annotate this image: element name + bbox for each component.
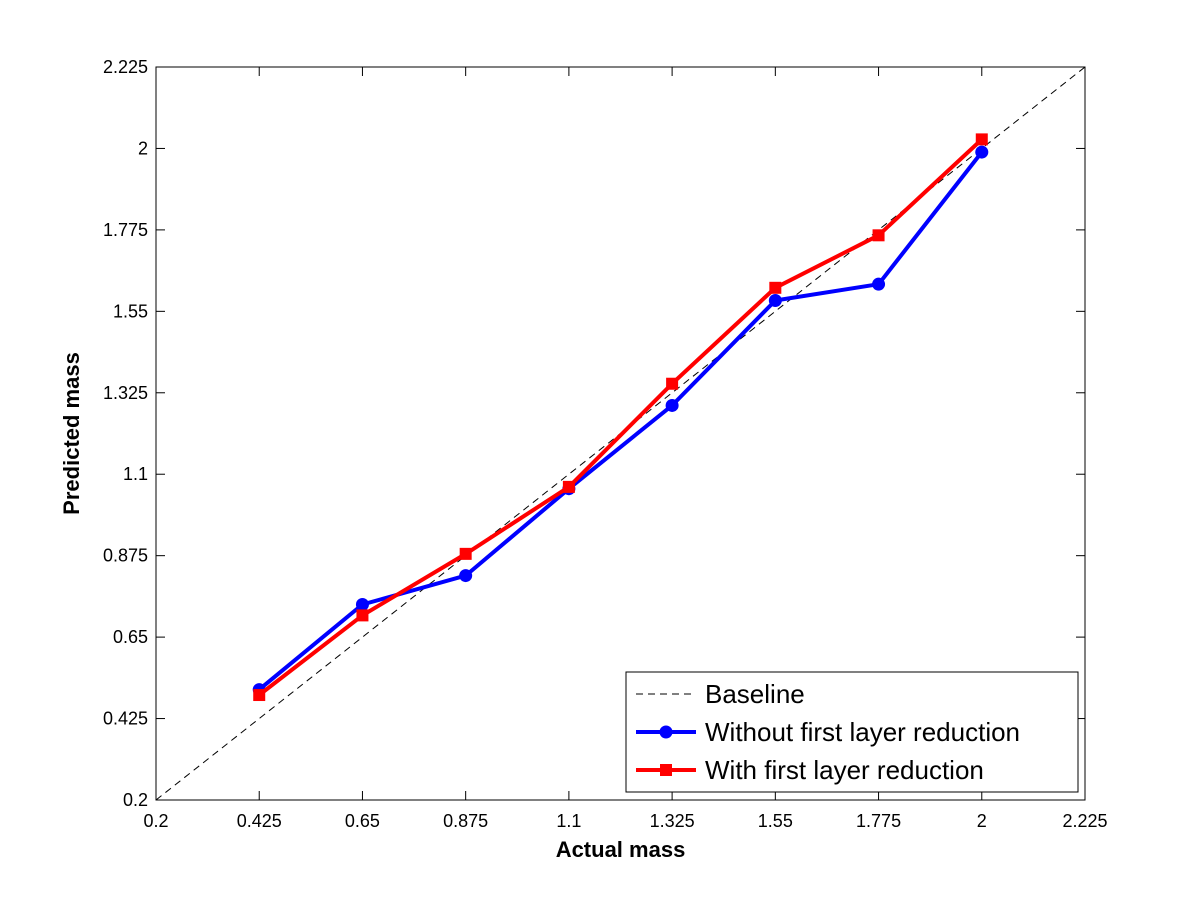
legend-label-1: Without first layer reduction: [705, 717, 1020, 747]
legend-marker-square: [660, 764, 672, 776]
series-line-2: [257, 137, 984, 697]
data-point-circle: [768, 293, 782, 307]
y-tick-label: 1.775: [103, 220, 148, 240]
x-tick-label: 0.425: [237, 811, 282, 831]
legend-label-0: Baseline: [705, 679, 805, 709]
ticks-layer: 0.2 0.425 0.65 0.875 1.1 1.325 1.55 1.775 2 2.225…: [103, 57, 1108, 831]
legend-marker-circle: [659, 725, 673, 739]
data-point-square: [769, 281, 782, 294]
y-axis-label: Predicted mass: [59, 352, 84, 515]
legend-label-2: With first layer reduction: [705, 755, 984, 785]
data-point-square: [975, 133, 988, 146]
y-tick-label: 1.1: [123, 464, 148, 484]
data-point-square: [872, 229, 885, 242]
y-tick-label: 2.225: [103, 57, 148, 77]
y-tick-label: 0.2: [123, 790, 148, 810]
data-point-square: [356, 609, 369, 622]
legend: Baseline Without first layer reduction Wit…: [625, 671, 1079, 793]
y-tick-label: 0.65: [113, 627, 148, 647]
data-point-circle: [355, 598, 369, 612]
x-tick-label: 1.1: [556, 811, 581, 831]
data-point-circle: [459, 569, 473, 583]
x-tick-label: 1.325: [650, 811, 695, 831]
y-tick-label: 2: [138, 138, 148, 158]
y-tick-label: 1.325: [103, 383, 148, 403]
data-point-square: [253, 689, 266, 702]
x-tick-label: 0.2: [143, 811, 168, 831]
y-tick-label: 0.875: [103, 546, 148, 566]
plot-frame: [155, 66, 1086, 801]
y-tick-label: 0.425: [103, 709, 148, 729]
data-point-circle: [665, 398, 679, 412]
data-point-square: [459, 547, 472, 560]
x-tick-label: 0.875: [443, 811, 488, 831]
legend-box: [625, 671, 1079, 793]
data-point-square: [562, 480, 575, 493]
y-tick-label: 1.55: [113, 301, 148, 321]
data-point-circle: [975, 145, 989, 159]
series-layer: [155, 66, 1086, 801]
x-tick-label: 0.65: [345, 811, 380, 831]
x-tick-label: 2.225: [1062, 811, 1107, 831]
x-axis-label: Actual mass: [556, 837, 686, 862]
data-point-circle: [872, 277, 886, 291]
x-tick-label: 1.775: [856, 811, 901, 831]
x-tick-label: 1.55: [758, 811, 793, 831]
data-point-square: [666, 377, 679, 390]
x-tick-label: 2: [977, 811, 987, 831]
series-line-1: [257, 150, 984, 692]
